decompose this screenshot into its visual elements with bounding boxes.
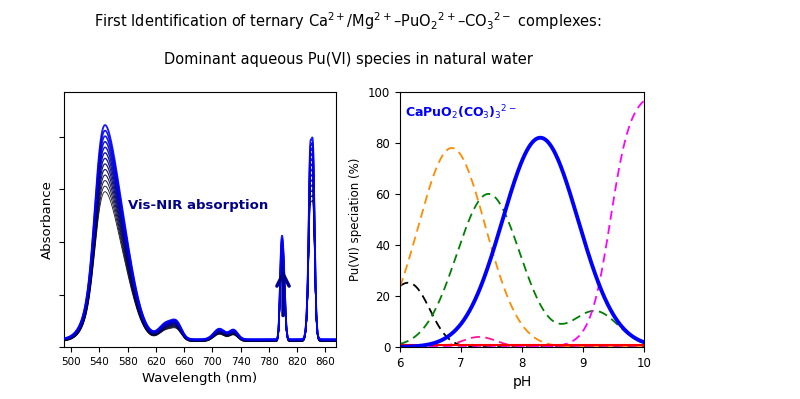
Text: First Identification of ternary Ca$^{2+}$/Mg$^{2+}$–PuO$_2$$^{2+}$–CO$_3$$^{2-}$: First Identification of ternary Ca$^{2+}… xyxy=(94,10,602,32)
X-axis label: pH: pH xyxy=(512,375,532,389)
Y-axis label: Absorbance: Absorbance xyxy=(41,180,54,259)
Text: Dominant aqueous Pu(VI) species in natural water: Dominant aqueous Pu(VI) species in natur… xyxy=(163,52,533,67)
Text: Vis-NIR absorption: Vis-NIR absorption xyxy=(128,200,268,212)
X-axis label: Wavelength (nm): Wavelength (nm) xyxy=(142,372,258,385)
Text: CaPuO$_2$(CO$_3$)$_3$$^{2-}$: CaPuO$_2$(CO$_3$)$_3$$^{2-}$ xyxy=(405,103,516,122)
Y-axis label: Pu(VI) speciation (%): Pu(VI) speciation (%) xyxy=(350,158,362,281)
